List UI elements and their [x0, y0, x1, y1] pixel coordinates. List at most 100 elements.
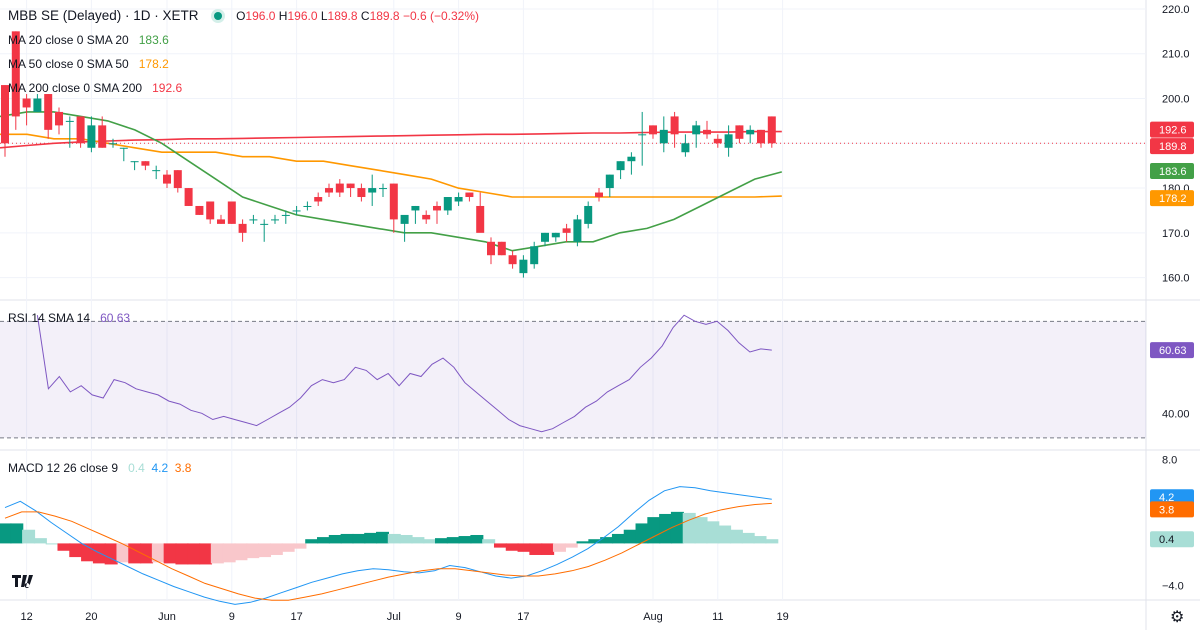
last-price-badge: 189.8: [1150, 138, 1194, 155]
ohlc-values: O196.0 H196.0 L189.8 C189.8: [236, 9, 403, 23]
candle-body: [465, 192, 474, 198]
macd-tick-label: 8.0: [1162, 454, 1177, 466]
macd-histogram-bar: [434, 538, 448, 544]
time-tick-label: 9: [229, 611, 235, 623]
legend-ma20-label: MA 20 close 0 SMA 20: [8, 33, 129, 47]
candle-body: [33, 98, 42, 112]
legend-rsi-value: 60.63: [100, 311, 131, 325]
candle-body: [335, 183, 344, 193]
candle-body: [98, 125, 107, 148]
macd-histogram-bar: [222, 543, 236, 563]
macd-histogram-bar: [423, 539, 437, 544]
candle: [541, 232, 549, 247]
change-value: −0.6 (−0.32%): [402, 9, 480, 23]
macd-tick-label: −4.0: [1162, 580, 1184, 592]
time-tick-label: Jul: [387, 611, 401, 623]
rsi-badge: 60.63: [1150, 342, 1194, 359]
macd-histogram-bar: [576, 541, 590, 544]
legend-ma50[interactable]: MA 50 close 0 SMA 50 178.2: [8, 56, 169, 72]
candle: [22, 94, 31, 126]
macd-histogram-bar: [470, 534, 484, 544]
macd-badge-text: 4.2: [1159, 492, 1174, 504]
time-tick-label: Aug: [643, 611, 663, 623]
macd-histogram-bar: [328, 534, 342, 544]
macd-badge: 4.2: [1150, 489, 1194, 506]
ma200-badge: 192.6: [1150, 121, 1194, 138]
legend-ma200[interactable]: MA 200 close 0 SMA 200 192.6: [8, 80, 182, 96]
tradingview-logo-icon[interactable]: [10, 572, 38, 590]
ma20-badge: 183.6: [1150, 162, 1194, 179]
price-tick-label: 220.0: [1162, 4, 1190, 16]
candle-body: [400, 214, 409, 224]
gear-icon[interactable]: ⚙: [1170, 609, 1185, 626]
legend-ma20-value: 183.6: [138, 33, 169, 47]
candle-body: [195, 205, 204, 215]
candle-body: [346, 183, 355, 189]
candle-body: [281, 214, 290, 216]
candle-body: [681, 143, 690, 153]
signal-badge-text: 3.8: [1159, 504, 1174, 516]
candle-body: [249, 219, 258, 221]
candle: [65, 116, 74, 148]
candle: [400, 214, 409, 242]
candle-body: [44, 94, 53, 130]
macd-histogram-bar: [411, 537, 425, 544]
macd-histogram-bar: [293, 543, 307, 549]
macd-histogram-bar: [234, 543, 248, 561]
macd-histogram-bar: [541, 543, 555, 555]
legend-ma20[interactable]: MA 20 close 0 SMA 20 183.6: [8, 32, 169, 48]
macd-histogram-bar: [175, 543, 189, 565]
ohlc-key-H: H: [278, 9, 288, 23]
candle: [767, 116, 776, 148]
ohlc-key-L: L: [320, 9, 328, 23]
candle-body: [379, 188, 387, 190]
macd-histogram-bar: [741, 532, 755, 544]
legend-macd[interactable]: MACD 12 26 close 9 0.4 4.2 3.8: [8, 460, 191, 476]
macd-histogram-bar: [446, 537, 460, 544]
candle-body: [746, 129, 755, 135]
candle: [130, 161, 139, 171]
candle: [530, 241, 539, 269]
ohlc-value-C: 189.8: [369, 9, 403, 23]
candle: [227, 201, 236, 224]
candle-body: [130, 161, 139, 163]
macd-histogram-bar: [505, 543, 519, 551]
time-tick-label: 20: [85, 611, 97, 623]
rsi-line: [36, 314, 772, 433]
price-tick-label: 210.0: [1162, 49, 1190, 61]
candle: [389, 183, 398, 233]
candle: [735, 125, 744, 144]
macd-histogram-bar: [116, 543, 130, 563]
candle: [703, 120, 711, 139]
macd-histogram-bar: [10, 523, 24, 544]
candle: [292, 205, 301, 215]
macd-histogram-bar: [600, 537, 614, 544]
ohlc-value-H: 196.0: [287, 9, 321, 23]
candle-body: [541, 232, 549, 242]
candle: [638, 111, 647, 166]
ma200-badge-text: 192.6: [1159, 125, 1187, 137]
candle: [44, 94, 53, 139]
candle: [573, 214, 582, 247]
candle-body: [508, 255, 517, 265]
macd-histogram-bar: [269, 543, 283, 555]
macd-histogram-bar: [552, 543, 566, 552]
candle: [649, 125, 657, 139]
legend-ma50-label: MA 50 close 0 SMA 50: [8, 57, 129, 71]
legend-rsi[interactable]: RSI 14 SMA 14 60.63: [8, 310, 130, 326]
macd-histogram-bar: [647, 517, 661, 544]
candle-body: [325, 188, 333, 193]
candle: [368, 174, 377, 206]
candle-body: [271, 219, 279, 221]
macd-histogram-bar: [57, 543, 71, 551]
macd-histogram-bar: [352, 533, 366, 544]
candle-body: [692, 125, 701, 135]
macd-histogram-bar: [493, 543, 507, 548]
symbol-title[interactable]: MBB SE (Delayed) · 1D · XETR: [8, 8, 199, 23]
candle-body: [22, 98, 31, 108]
candle-body: [55, 111, 63, 126]
candle: [605, 174, 614, 198]
macd-histogram-bar: [529, 543, 543, 555]
macd-histogram-bar: [623, 529, 637, 544]
